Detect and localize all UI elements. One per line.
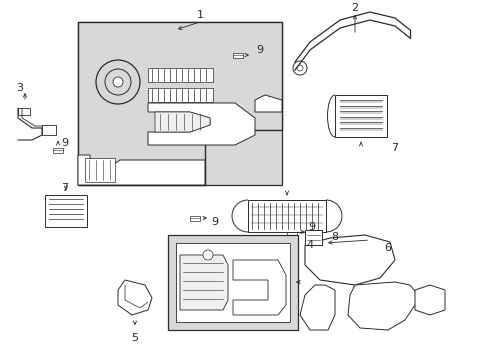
Polygon shape bbox=[148, 68, 213, 82]
Polygon shape bbox=[78, 155, 204, 185]
Polygon shape bbox=[305, 230, 321, 245]
Polygon shape bbox=[148, 88, 213, 102]
Text: 9: 9 bbox=[308, 222, 315, 232]
Polygon shape bbox=[180, 255, 227, 310]
Text: 8: 8 bbox=[331, 232, 338, 242]
Polygon shape bbox=[155, 112, 209, 132]
Polygon shape bbox=[232, 53, 243, 58]
Text: 9: 9 bbox=[61, 138, 68, 148]
Polygon shape bbox=[118, 280, 152, 315]
Polygon shape bbox=[334, 95, 386, 137]
Text: 7: 7 bbox=[390, 143, 398, 153]
Text: 3: 3 bbox=[17, 83, 23, 93]
Text: 4: 4 bbox=[306, 240, 313, 250]
Polygon shape bbox=[78, 155, 204, 185]
Text: 5: 5 bbox=[131, 333, 138, 343]
Polygon shape bbox=[232, 260, 285, 315]
Polygon shape bbox=[168, 235, 297, 330]
Circle shape bbox=[296, 65, 303, 71]
Polygon shape bbox=[45, 195, 87, 227]
Polygon shape bbox=[18, 108, 30, 115]
Polygon shape bbox=[254, 95, 282, 112]
Polygon shape bbox=[176, 243, 289, 322]
Circle shape bbox=[292, 61, 306, 75]
Polygon shape bbox=[148, 103, 254, 145]
Polygon shape bbox=[247, 200, 325, 232]
Text: 9: 9 bbox=[256, 45, 263, 55]
Polygon shape bbox=[78, 22, 282, 185]
Text: 1: 1 bbox=[196, 10, 203, 20]
Polygon shape bbox=[78, 22, 282, 185]
Text: 9: 9 bbox=[211, 217, 218, 227]
Polygon shape bbox=[42, 125, 56, 135]
Polygon shape bbox=[347, 282, 417, 330]
Polygon shape bbox=[190, 216, 200, 220]
Polygon shape bbox=[305, 235, 394, 285]
Text: 2: 2 bbox=[351, 3, 358, 13]
Polygon shape bbox=[299, 285, 334, 330]
Polygon shape bbox=[414, 285, 444, 315]
Polygon shape bbox=[85, 158, 115, 182]
Polygon shape bbox=[286, 230, 296, 234]
Circle shape bbox=[203, 250, 213, 260]
Text: 7: 7 bbox=[61, 183, 68, 193]
Polygon shape bbox=[53, 148, 63, 153]
Circle shape bbox=[113, 77, 123, 87]
Text: 6: 6 bbox=[384, 243, 391, 253]
